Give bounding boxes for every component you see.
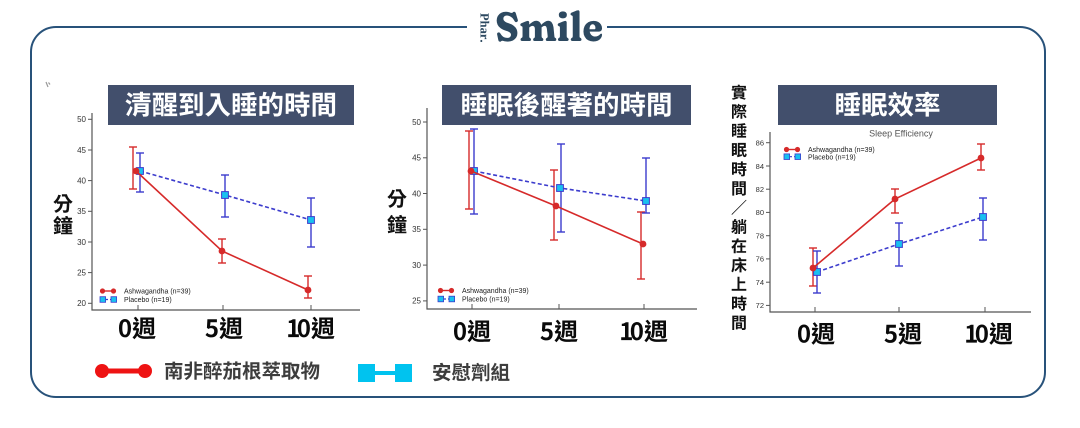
svg-text:Ashwagandha (n=39): Ashwagandha (n=39) [808,147,875,154]
svg-text:82: 82 [756,185,764,194]
svg-text:78: 78 [756,232,764,241]
svg-text:Placebo (n=19): Placebo (n=19) [124,297,172,304]
svg-text:50: 50 [412,118,421,127]
svg-text:80: 80 [756,208,764,217]
svg-text:40: 40 [77,176,86,185]
svg-text:40: 40 [412,189,421,198]
svg-text:Placebo (n=19): Placebo (n=19) [462,297,510,304]
svg-text:35: 35 [412,225,421,234]
svg-text:72: 72 [756,301,764,310]
svg-text:Sleep Efficiency: Sleep Efficiency [869,129,933,139]
svg-text:Ashwagandha (n=39): Ashwagandha (n=39) [124,289,191,296]
svg-text:86: 86 [756,139,764,148]
svg-text:74: 74 [756,278,764,287]
svg-text:84: 84 [756,162,764,171]
svg-text:30: 30 [77,238,86,247]
svg-text:25: 25 [77,268,86,277]
svg-text:20: 20 [77,299,86,308]
svg-text:45: 45 [77,146,86,155]
svg-text:76: 76 [756,255,764,264]
svg-text:30: 30 [412,261,421,270]
svg-text:45: 45 [412,154,421,163]
svg-text:Placebo (n=19): Placebo (n=19) [808,154,856,161]
svg-text:50: 50 [77,115,86,124]
svg-text:Ashwagandha (n=39): Ashwagandha (n=39) [462,288,529,295]
svg-text:25: 25 [412,297,421,306]
svg-text:35: 35 [77,207,86,216]
